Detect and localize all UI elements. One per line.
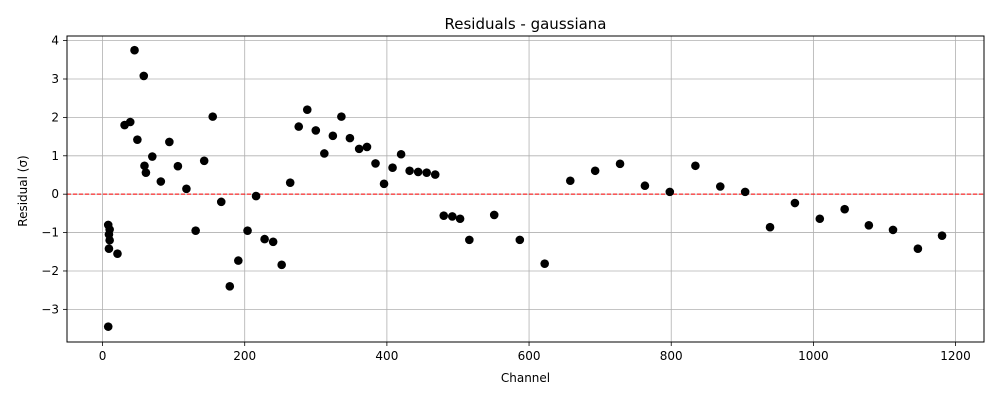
x-tick-label: 400 — [375, 349, 398, 363]
data-point — [590, 166, 600, 176]
x-tick-label: 0 — [99, 349, 107, 363]
data-point — [260, 234, 269, 244]
data-point — [515, 235, 525, 245]
data-point — [182, 184, 191, 194]
data-point — [285, 178, 295, 187]
data-points — [103, 45, 947, 331]
y-axis-label: Residual (σ) — [16, 155, 30, 226]
data-point — [765, 222, 775, 232]
data-point — [388, 163, 397, 172]
data-point — [888, 225, 898, 235]
data-point — [345, 133, 355, 143]
y-tick-label: 3 — [51, 72, 59, 86]
data-point — [234, 256, 243, 265]
data-point — [540, 259, 549, 268]
y-tick-label: −1 — [41, 226, 59, 240]
data-point — [790, 198, 800, 208]
data-point — [225, 282, 235, 291]
y-axis-ticks: −3 −2 −1 0 1 2 3 4 — [41, 34, 67, 316]
plot-frame — [66, 35, 985, 343]
data-point — [371, 159, 380, 168]
data-point — [311, 126, 321, 135]
data-point — [191, 226, 200, 235]
grid-lines — [67, 36, 984, 342]
x-tick-label: 200 — [233, 349, 256, 363]
data-point — [328, 131, 338, 141]
y-tick-label: 1 — [51, 149, 59, 163]
data-point — [216, 197, 226, 207]
data-point — [362, 142, 372, 152]
data-point — [173, 161, 183, 171]
x-axis-ticks: 0 200 400 600 800 1000 1200 — [99, 342, 971, 363]
data-point — [130, 45, 139, 55]
data-point — [139, 71, 149, 81]
y-tick-label: −2 — [41, 264, 59, 278]
data-point — [740, 187, 750, 197]
data-point — [565, 176, 575, 186]
data-point — [815, 214, 825, 224]
data-point — [148, 152, 157, 161]
data-point — [113, 249, 122, 258]
data-point — [396, 149, 406, 159]
data-point — [405, 166, 414, 176]
data-point — [294, 122, 304, 131]
x-tick-label: 600 — [518, 349, 541, 363]
data-point — [489, 210, 499, 220]
x-tick-label: 1200 — [940, 349, 971, 363]
data-point — [243, 226, 252, 235]
data-point — [413, 167, 423, 177]
data-point — [104, 244, 114, 254]
data-point — [165, 137, 174, 147]
data-point — [439, 211, 449, 220]
data-point — [864, 220, 874, 230]
data-point — [199, 156, 209, 166]
data-point — [133, 135, 142, 144]
data-point — [455, 214, 465, 224]
data-point — [320, 149, 329, 158]
data-point — [913, 244, 923, 254]
data-point — [125, 117, 135, 127]
data-point — [615, 159, 625, 169]
data-point — [354, 144, 364, 154]
data-point — [465, 235, 474, 245]
data-point — [251, 191, 261, 201]
y-tick-label: 4 — [51, 34, 59, 48]
data-point — [268, 237, 278, 247]
data-point — [379, 179, 389, 189]
data-point — [691, 161, 700, 171]
data-point — [208, 112, 218, 121]
chart-title: Residuals - gaussiana — [444, 15, 606, 33]
data-point — [640, 181, 650, 191]
x-axis-label: Channel — [501, 371, 550, 385]
data-point — [302, 105, 312, 115]
data-point — [105, 225, 114, 234]
data-point — [140, 161, 149, 171]
data-point — [430, 170, 440, 179]
data-point — [105, 235, 114, 245]
data-point — [937, 231, 947, 240]
data-point — [840, 204, 849, 214]
data-point — [715, 182, 725, 191]
data-point — [141, 168, 151, 177]
data-point — [337, 112, 346, 121]
data-point — [156, 177, 166, 186]
data-point — [447, 212, 457, 221]
y-tick-label: 0 — [51, 187, 59, 201]
data-point — [665, 187, 675, 197]
data-point — [277, 260, 286, 270]
x-tick-label: 1000 — [798, 349, 829, 363]
y-tick-label: −3 — [41, 302, 59, 316]
data-point — [103, 322, 113, 331]
y-tick-label: 2 — [51, 110, 59, 124]
x-tick-label: 800 — [660, 349, 683, 363]
data-point — [422, 168, 431, 177]
